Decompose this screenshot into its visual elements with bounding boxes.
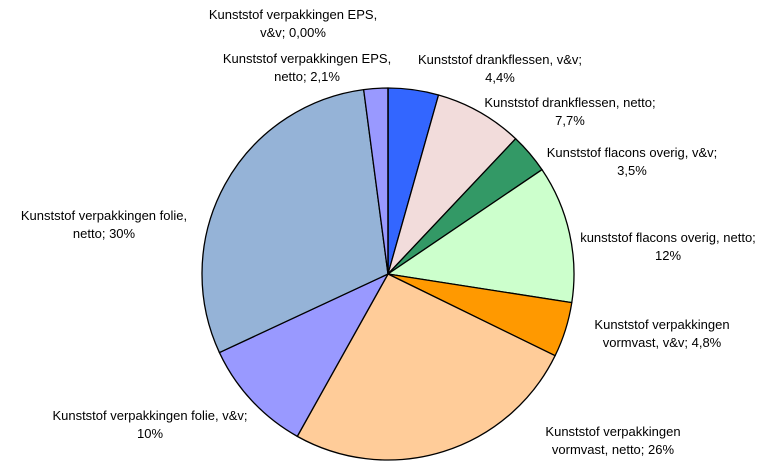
value-label: 7,7% — [555, 113, 585, 128]
pie-slice — [201, 88, 389, 354]
slice-label: Kunststof verpakkingen folie, netto; 30% — [4, 207, 204, 243]
category-label: Kunststof verpakkingen vormvast, v&v; — [594, 317, 730, 350]
pie-slice — [218, 273, 389, 438]
category-label: kunststof flacons overig, netto; — [580, 230, 756, 245]
category-label: Kunststof verpakkingen EPS, netto; — [222, 51, 392, 84]
value-label: 30% — [109, 226, 136, 241]
value-label: 4,8% — [691, 335, 722, 350]
slice-label: Kunststof drankflessen, v&v; 4,4% — [408, 51, 593, 87]
category-label: Kunststof verpakkingen folie, netto; — [20, 208, 188, 241]
category-label: Kunststof drankflessen, netto; — [484, 95, 656, 110]
category-label: Kunststof verpakkingen vormvast, netto; — [545, 424, 681, 457]
category-label: Kunststof verpakkingen folie, v&v; — [52, 408, 248, 423]
value-label: 2,1% — [310, 69, 340, 84]
slice-label: Kunststof verpakkingen folie, v&v; 10% — [50, 407, 250, 443]
value-label: 26% — [648, 442, 675, 457]
slice-label: Kunststof verpakkingen EPS, netto; 2,1% — [215, 50, 400, 86]
value-label: 0,00% — [289, 25, 326, 40]
slice-label: Kunststof flacons overig, v&v; 3,5% — [532, 144, 732, 180]
slice-label: Kunststof verpakkingen vormvast, v&v; 4,… — [582, 316, 742, 352]
value-label: 12% — [654, 248, 682, 263]
category-label: Kunststof drankflessen, v&v; — [417, 52, 583, 67]
slice-label: Kunststof verpakkingen EPS, v&v; 0,00% — [201, 6, 386, 42]
slice-label: kunststof flacons overig, netto; 12% — [568, 229, 761, 265]
category-label: Kunststof flacons overig, v&v; — [546, 145, 718, 160]
category-label: Kunststof verpakkingen EPS, v&v; — [208, 7, 378, 40]
slice-label: Kunststof verpakkingen vormvast, netto; … — [533, 423, 693, 459]
value-label: 10% — [136, 426, 164, 441]
pie-slice — [387, 169, 575, 304]
value-label: 3,5% — [617, 163, 647, 178]
slice-label: Kunststof drankflessen, netto; 7,7% — [470, 94, 670, 130]
value-label: 4,4% — [485, 70, 515, 85]
pie-slice — [296, 273, 556, 461]
